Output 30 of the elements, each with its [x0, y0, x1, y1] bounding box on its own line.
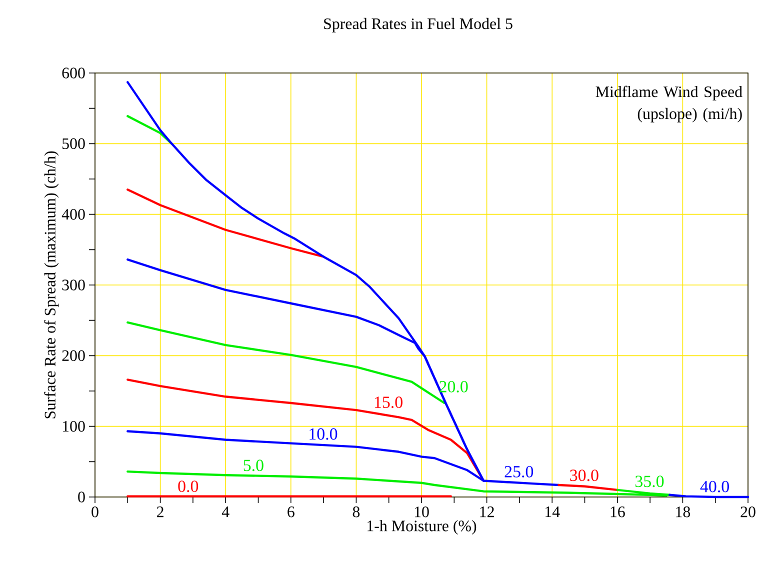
x-tick-label: 6 — [288, 506, 294, 518]
x-tick-label: 16 — [610, 506, 625, 518]
series-label: 10.0 — [310, 428, 338, 440]
x-tick-label: 18 — [676, 506, 690, 518]
chart-title: Spread Rates in Fuel Model 5 — [324, 18, 512, 32]
series-label: 5.0 — [244, 460, 264, 472]
series-label: 0.0 — [178, 480, 198, 492]
x-tick-label: 10 — [414, 506, 429, 518]
x-axis-title: 1-h Moisture (%) — [368, 520, 476, 535]
x-tick-label: 12 — [480, 506, 494, 518]
x-tick-label: 0 — [92, 506, 98, 518]
y-tick-label: 200 — [62, 350, 85, 362]
y-tick-label: 300 — [62, 280, 85, 290]
y-tick-label: 100 — [62, 420, 85, 432]
y-tick-label: 600 — [62, 68, 85, 78]
series-label: 15.0 — [374, 396, 402, 408]
series-label: 30.0 — [570, 470, 598, 482]
series-label: 20.0 — [440, 380, 468, 392]
x-tick-label: 2 — [157, 506, 164, 518]
y-tick-label: 400 — [62, 208, 85, 220]
series-label: 35.0 — [635, 476, 664, 488]
x-tick-label: 8 — [352, 506, 360, 518]
y-axis-title: Surface Rate of Spread (maximum) (ch/h) — [44, 151, 59, 418]
x-tick-label: 4 — [222, 506, 230, 518]
series-label: 25.0 — [504, 466, 534, 478]
y-tick-label: 500 — [62, 138, 85, 150]
x-tick-label: 14 — [546, 506, 560, 518]
x-tick-label: 20 — [740, 506, 756, 518]
series-label: 40.0 — [700, 480, 729, 492]
y-tick-label: 0 — [78, 492, 85, 502]
